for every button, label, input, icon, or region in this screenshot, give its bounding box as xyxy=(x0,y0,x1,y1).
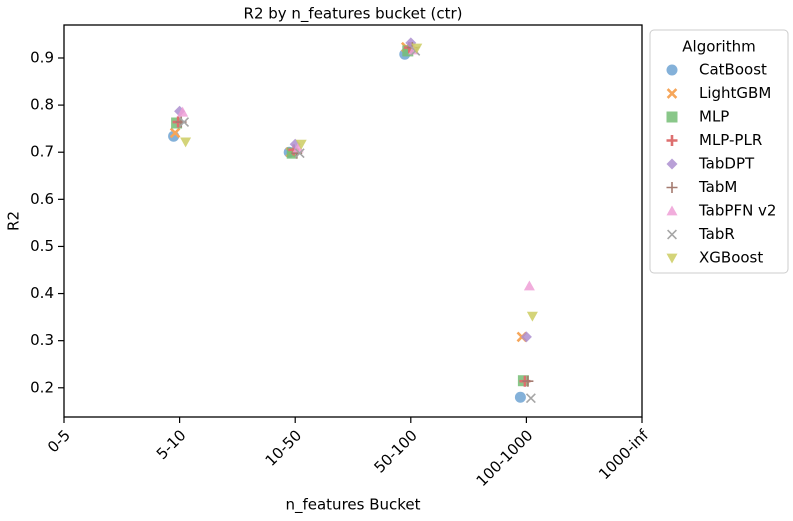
legend-marker xyxy=(666,205,678,216)
legend-label: XGBoost xyxy=(699,249,763,267)
y-tick-label: 0.5 xyxy=(30,237,54,255)
legend-label: CatBoost xyxy=(699,61,767,79)
x-tick-label: 1000-inf xyxy=(595,426,652,483)
legend-label: MLP-PLR xyxy=(699,131,762,149)
legend-marker xyxy=(666,111,678,123)
legend-label: TabM xyxy=(698,178,737,196)
y-tick-label: 0.4 xyxy=(30,284,54,302)
point xyxy=(526,311,538,322)
chart-title: R2 by n_features bucket (ctr) xyxy=(244,5,463,24)
legend-marker xyxy=(666,88,678,99)
point xyxy=(177,106,189,117)
legend-label: TabDPT xyxy=(698,155,755,173)
point xyxy=(523,280,535,291)
x-tick-label: 100-1000 xyxy=(473,426,537,490)
legend-marker xyxy=(666,158,678,170)
point xyxy=(520,331,532,343)
legend-title: Algorithm xyxy=(682,38,755,56)
legend-box xyxy=(649,29,789,274)
y-tick-label: 0.2 xyxy=(30,378,54,396)
y-tick-label: 0.9 xyxy=(30,48,54,66)
y-tick-label: 0.8 xyxy=(30,96,54,114)
point xyxy=(169,127,181,139)
point xyxy=(179,117,190,128)
y-tick-label: 0.7 xyxy=(30,143,54,161)
point xyxy=(180,137,192,148)
point xyxy=(411,43,423,54)
y-tick-label: 0.3 xyxy=(30,331,54,349)
point xyxy=(522,375,534,387)
x-tick-label: 50-100 xyxy=(371,426,421,476)
legend-marker xyxy=(666,64,678,76)
point xyxy=(525,393,536,404)
point xyxy=(294,148,305,159)
point xyxy=(514,391,526,403)
legend-label: TabPFN v2 xyxy=(698,202,776,220)
point xyxy=(295,139,307,150)
legend-marker xyxy=(667,229,677,240)
legend-marker xyxy=(666,182,678,193)
x-axis-label: n_features Bucket xyxy=(285,496,420,515)
x-tick-label: 0-5 xyxy=(44,426,74,456)
x-tick-label: 10-50 xyxy=(262,426,306,470)
x-tick-label: 5-10 xyxy=(153,426,190,463)
legend-label: MLP xyxy=(699,108,729,126)
y-tick-label: 0.6 xyxy=(30,190,54,208)
legend-marker xyxy=(666,135,678,146)
legend-label: TabR xyxy=(698,225,735,243)
y-axis-label: R2 xyxy=(5,211,23,231)
legend-marker xyxy=(666,253,678,264)
plot-frame xyxy=(63,24,643,418)
legend-label: LightGBM xyxy=(699,84,771,102)
